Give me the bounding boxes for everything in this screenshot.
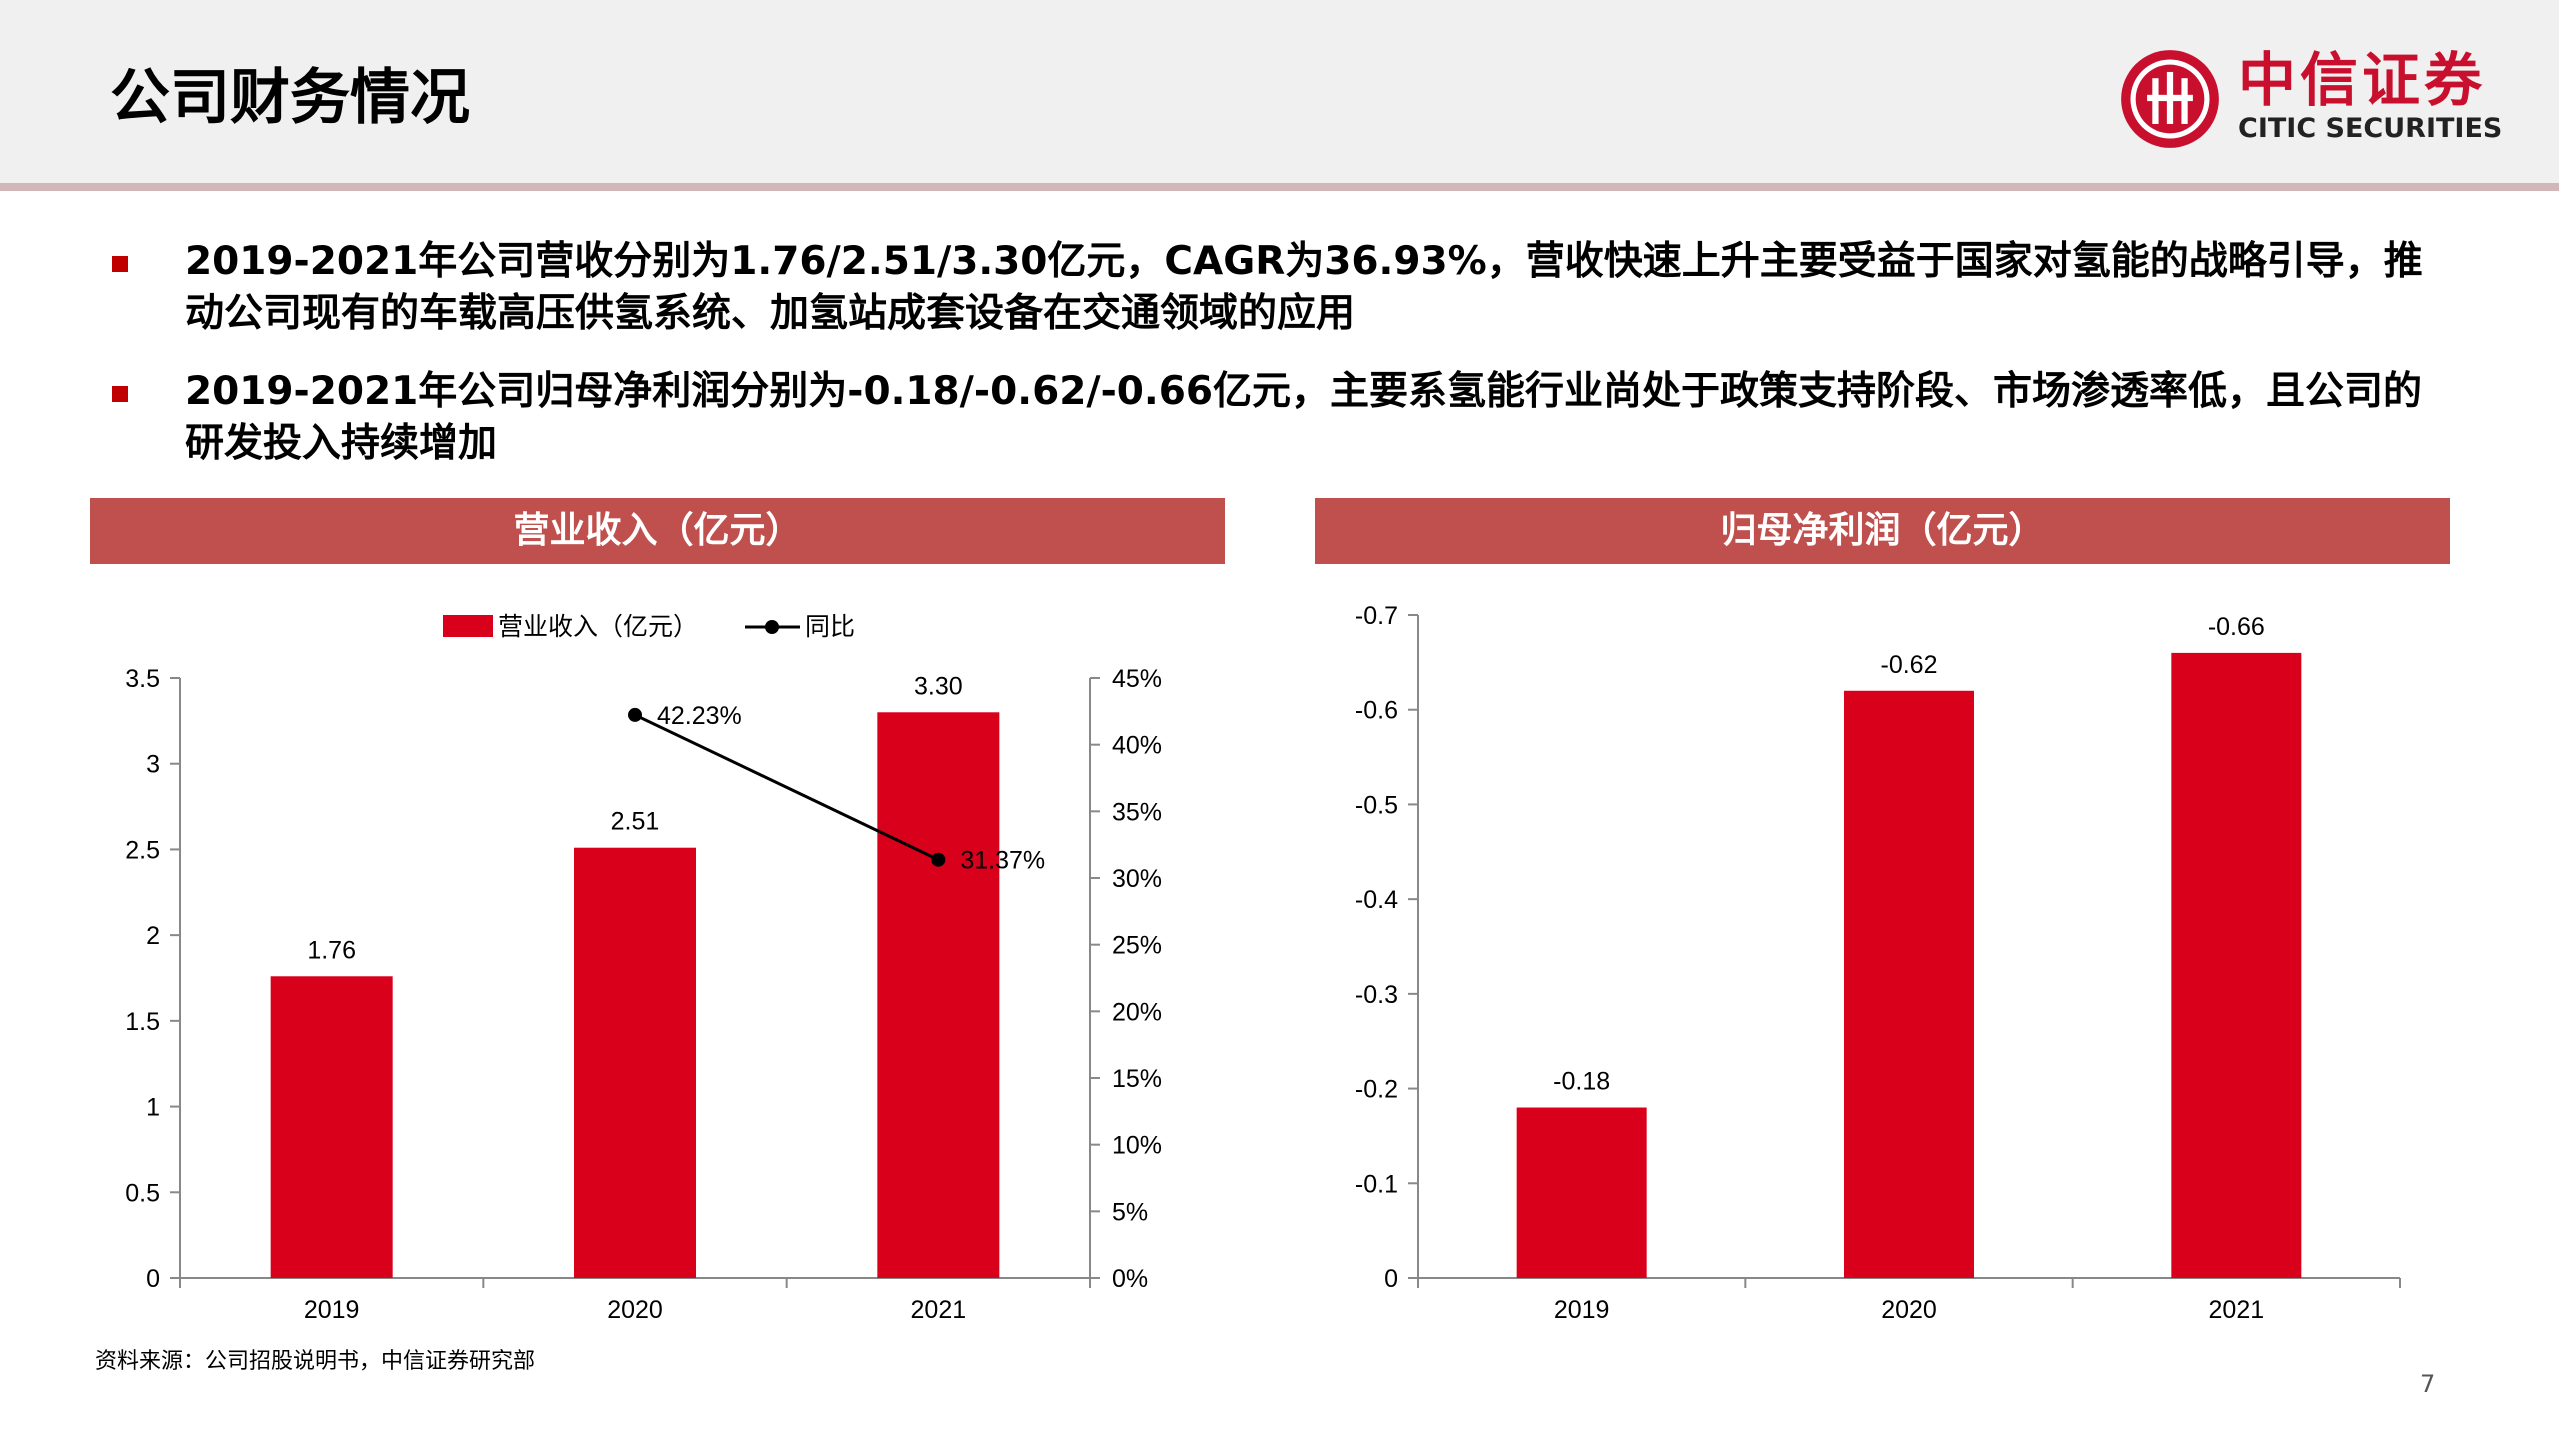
net-profit-data-label: -0.18	[1553, 1068, 1610, 1096]
legend-line-label: 同比	[805, 613, 855, 641]
net-profit-data-label: -0.66	[2208, 613, 2265, 641]
y-left-tick-label: 0.5	[125, 1179, 160, 1207]
y-right-tick-label: 30%	[1112, 865, 1162, 893]
logo-chinese-text: 中信证券	[2238, 46, 2487, 114]
y-right-tick-label: 25%	[1112, 932, 1162, 960]
page-title: 公司财务情况	[110, 63, 470, 133]
y-tick-label: -0.5	[1355, 791, 1398, 819]
revenue-panel-title: 营业收入（亿元）	[90, 498, 1225, 564]
y-left-tick-label: 1.5	[125, 1008, 160, 1036]
bullet-square-icon	[112, 256, 128, 272]
revenue-bar	[270, 976, 393, 1278]
revenue-data-label: 1.76	[307, 936, 356, 964]
y-left-tick-label: 2	[146, 922, 160, 950]
x-tick-label: 2021	[2209, 1296, 2265, 1324]
bullet-square-icon	[112, 386, 128, 402]
bullet-item: 2019-2021年公司营收分别为1.76/2.51/3.30亿元，CAGR为3…	[110, 236, 2460, 340]
revenue-bar	[877, 712, 1000, 1278]
yoy-data-label: 42.23%	[657, 702, 742, 730]
logo-english-text: CITIC SECURITIES	[2238, 113, 2503, 144]
page-number: 7	[2420, 1370, 2436, 1398]
y-right-tick-label: 0%	[1112, 1265, 1148, 1293]
citic-emblem-icon	[2121, 50, 2219, 148]
net-profit-bar	[1844, 690, 1974, 1278]
y-tick-label: -0.3	[1355, 981, 1398, 1009]
yoy-point	[931, 852, 946, 867]
legend-bar-swatch	[443, 615, 493, 637]
x-tick-label: 2020	[1881, 1296, 1937, 1324]
y-left-tick-label: 0	[146, 1265, 160, 1293]
y-right-tick-label: 40%	[1112, 732, 1162, 760]
x-tick-label: 2019	[1554, 1296, 1610, 1324]
revenue-data-label: 3.30	[914, 672, 963, 700]
y-right-tick-label: 45%	[1112, 665, 1162, 693]
legend-line-marker	[765, 620, 779, 634]
citic-logo: 中信证券 CITIC SECURITIES	[2118, 45, 2502, 155]
net-profit-bar	[2171, 652, 2302, 1278]
y-left-tick-label: 3	[146, 751, 160, 779]
bullet-item: 2019-2021年公司归母净利润分别为-0.18/-0.62/-0.66亿元，…	[110, 366, 2460, 470]
y-right-tick-label: 10%	[1112, 1132, 1162, 1160]
bullet-text: 2019-2021年公司营收分别为1.76/2.51/3.30亿元，CAGR为3…	[185, 239, 2423, 336]
net-profit-data-label: -0.62	[1881, 651, 1938, 679]
revenue-data-label: 2.51	[611, 808, 660, 836]
y-left-tick-label: 3.5	[125, 665, 160, 693]
y-right-tick-label: 5%	[1112, 1198, 1148, 1226]
yoy-line	[634, 713, 939, 862]
source-note: 资料来源：公司招股说明书，中信证券研究部	[95, 1349, 536, 1374]
y-right-tick-label: 15%	[1112, 1065, 1162, 1093]
x-tick-label: 2020	[607, 1296, 663, 1324]
net-profit-bar	[1516, 1107, 1647, 1278]
y-tick-label: -0.7	[1355, 602, 1398, 630]
bullet-text: 2019-2021年公司归母净利润分别为-0.18/-0.62/-0.66亿元，…	[185, 369, 2422, 466]
y-tick-label: -0.6	[1355, 697, 1398, 725]
y-tick-label: -0.2	[1355, 1076, 1398, 1104]
yoy-data-label: 31.37%	[960, 847, 1045, 875]
y-right-tick-label: 35%	[1112, 798, 1162, 826]
net-profit-panel-title: 归母净利润（亿元）	[1315, 498, 2450, 564]
bullet-list: 2019-2021年公司营收分别为1.76/2.51/3.30亿元，CAGR为3…	[110, 236, 2460, 496]
legend-bar-label: 营业收入（亿元）	[498, 613, 698, 641]
x-tick-label: 2019	[304, 1296, 360, 1324]
y-left-tick-label: 1	[146, 1094, 160, 1122]
y-tick-label: -0.1	[1355, 1170, 1398, 1198]
y-tick-label: -0.4	[1355, 886, 1398, 914]
yoy-point	[628, 707, 642, 722]
y-tick-label: 0	[1384, 1265, 1398, 1293]
revenue-bar	[574, 847, 696, 1278]
y-right-tick-label: 20%	[1112, 998, 1162, 1026]
y-left-tick-label: 2.5	[125, 836, 160, 864]
x-tick-label: 2021	[911, 1296, 967, 1324]
header-divider	[0, 183, 2559, 191]
